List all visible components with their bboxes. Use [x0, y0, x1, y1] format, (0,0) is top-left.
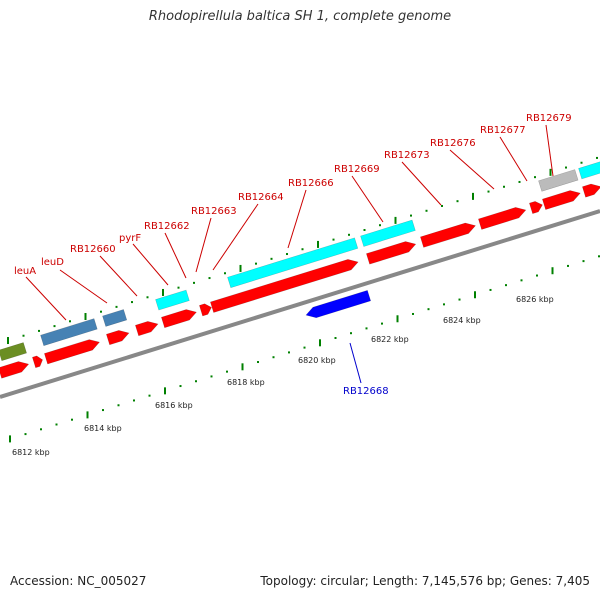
- map-title: Rhodopirellula baltica SH 1, complete ge…: [148, 9, 452, 24]
- reverse-gene-arrow: [305, 290, 371, 318]
- forward-gene-arrow: [366, 241, 417, 265]
- scale-label: 6826 kbp: [516, 295, 554, 304]
- gene-arrows: [0, 183, 600, 379]
- feature-block: [0, 342, 27, 362]
- leader-line: [499, 136, 528, 182]
- scale-labels: 6812 kbp 6814 kbp 6816 kbp 6818 kbp 6820 kbp…: [12, 295, 554, 457]
- forward-gene-arrow: [478, 207, 527, 230]
- gene-label-rb12669[interactable]: RB12669: [334, 164, 380, 175]
- leader-line: [132, 243, 169, 286]
- feature-block: [155, 289, 190, 311]
- scale-label: 6820 kbp: [298, 356, 336, 365]
- gene-label-pyrf[interactable]: pyrF: [119, 233, 141, 244]
- scale-label: 6816 kbp: [155, 401, 193, 410]
- genome-summary-text: Topology: circular; Length: 7,145,576 bp…: [260, 574, 590, 588]
- forward-gene-arrow: [0, 361, 30, 379]
- leader-line: [351, 175, 384, 223]
- gene-label-rb12664[interactable]: RB12664: [238, 192, 284, 203]
- scale-label: 6822 kbp: [371, 335, 409, 344]
- genome-backbone: [0, 209, 600, 399]
- feature-block: [40, 318, 98, 347]
- forward-gene-arrow: [161, 309, 197, 329]
- gene-label-rb12677[interactable]: RB12677: [480, 125, 526, 136]
- gene-label-leud[interactable]: leuD: [41, 257, 64, 268]
- leader-line: [25, 276, 67, 321]
- gene-label-rb12679[interactable]: RB12679: [526, 113, 572, 124]
- gene-label-rb12668[interactable]: RB12668: [343, 386, 389, 397]
- feature-block: [102, 309, 128, 327]
- forward-gene-arrow: [542, 190, 581, 210]
- forward-gene-arrow: [529, 201, 543, 214]
- accession-text: Accession: NC_005027: [10, 574, 147, 588]
- leader-line: [545, 124, 554, 177]
- leader-line: [212, 203, 259, 271]
- gene-labels[interactable]: leuA leuD RB12660pyrFRB12662RB12663RB12664…: [14, 113, 572, 397]
- inner-tick-track: [9, 255, 600, 443]
- forward-gene-arrow: [44, 339, 100, 365]
- feature-block: [578, 161, 600, 180]
- forward-gene-arrow: [32, 355, 43, 369]
- leader-line: [59, 269, 108, 304]
- gene-label-rb12673[interactable]: RB12673: [384, 150, 430, 161]
- gene-label-leua[interactable]: leuA: [14, 266, 36, 277]
- feature-block: [227, 237, 359, 289]
- gene-label-rb12662[interactable]: RB12662: [144, 221, 190, 232]
- scale-label: 6814 kbp: [84, 424, 122, 433]
- outer-tick-track: [7, 156, 598, 345]
- leader-line: [349, 342, 362, 384]
- gene-label-rb12676[interactable]: RB12676: [430, 138, 476, 149]
- feature-block: [360, 219, 416, 247]
- forward-gene-arrow: [420, 222, 476, 248]
- forward-gene-arrow: [199, 303, 212, 317]
- gene-label-rb12663[interactable]: RB12663: [191, 206, 237, 217]
- scale-label: 6812 kbp: [12, 448, 50, 457]
- forward-gene-arrow: [582, 183, 600, 198]
- leader-line: [287, 189, 307, 249]
- gene-label-rb12666[interactable]: RB12666: [288, 178, 334, 189]
- forward-gene-arrow: [106, 330, 130, 346]
- leader-line: [401, 161, 442, 206]
- leader-line: [164, 232, 187, 279]
- gene-label-rb12660[interactable]: RB12660: [70, 244, 116, 255]
- leader-line: [449, 149, 495, 190]
- backbone-line: [0, 209, 600, 399]
- forward-gene-arrow: [210, 259, 359, 313]
- scale-label: 6818 kbp: [227, 378, 265, 387]
- leader-line: [99, 255, 138, 297]
- scale-label: 6824 kbp: [443, 316, 481, 325]
- feature-block: [538, 169, 579, 192]
- feature-blocks: [0, 161, 600, 362]
- leader-line: [195, 217, 212, 273]
- label-leaders: [25, 124, 554, 384]
- forward-gene-arrow: [135, 321, 159, 337]
